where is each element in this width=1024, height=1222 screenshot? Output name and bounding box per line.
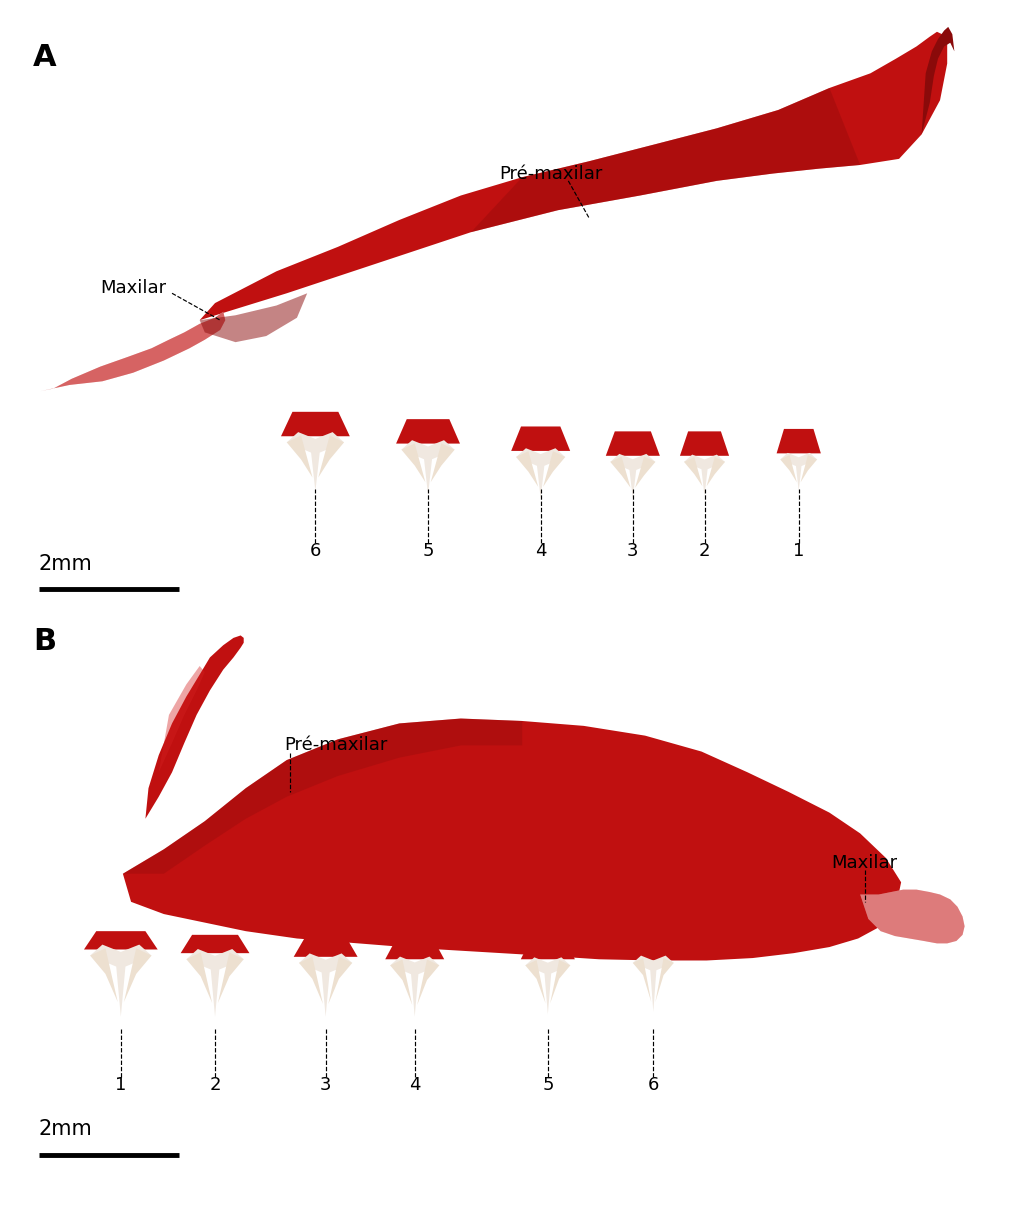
Polygon shape — [633, 956, 674, 1012]
Polygon shape — [707, 457, 725, 486]
Text: 3: 3 — [627, 543, 639, 560]
Polygon shape — [123, 719, 901, 960]
Text: 4: 4 — [535, 543, 547, 560]
Text: Pré-maxilar: Pré-maxilar — [500, 165, 603, 182]
Text: B: B — [33, 627, 56, 656]
Polygon shape — [200, 32, 947, 320]
Polygon shape — [629, 938, 678, 957]
Polygon shape — [511, 426, 570, 451]
Polygon shape — [860, 890, 965, 943]
Polygon shape — [124, 948, 152, 1002]
Polygon shape — [90, 948, 118, 1002]
Polygon shape — [431, 444, 455, 483]
Polygon shape — [655, 958, 674, 1002]
Polygon shape — [521, 941, 574, 959]
Text: 3: 3 — [319, 1077, 332, 1094]
Polygon shape — [922, 27, 954, 134]
Text: 2: 2 — [209, 1077, 221, 1094]
Polygon shape — [294, 938, 357, 957]
Polygon shape — [186, 952, 212, 1003]
Polygon shape — [41, 312, 225, 391]
Polygon shape — [516, 451, 539, 486]
Text: 5: 5 — [542, 1077, 554, 1094]
Text: 1: 1 — [793, 543, 805, 560]
Polygon shape — [318, 435, 344, 478]
Text: Maxilar: Maxilar — [100, 280, 167, 297]
Polygon shape — [635, 457, 655, 488]
Polygon shape — [801, 455, 817, 483]
Polygon shape — [860, 890, 965, 943]
Polygon shape — [299, 957, 323, 1004]
Polygon shape — [180, 935, 250, 953]
Polygon shape — [417, 959, 439, 1004]
Polygon shape — [396, 419, 460, 444]
Text: A: A — [33, 43, 56, 72]
Polygon shape — [606, 431, 659, 456]
Polygon shape — [84, 931, 158, 949]
Text: Maxilar: Maxilar — [831, 854, 898, 871]
Polygon shape — [550, 960, 570, 1003]
Polygon shape — [471, 88, 860, 232]
Text: 2mm: 2mm — [39, 1119, 92, 1139]
Polygon shape — [401, 440, 455, 495]
Polygon shape — [780, 453, 817, 491]
Polygon shape — [329, 957, 352, 1004]
Polygon shape — [543, 451, 565, 486]
Polygon shape — [610, 457, 631, 488]
Polygon shape — [281, 412, 350, 436]
Text: 6: 6 — [309, 543, 322, 560]
Polygon shape — [90, 945, 152, 1017]
Polygon shape — [780, 455, 797, 483]
Polygon shape — [684, 457, 702, 486]
Polygon shape — [200, 293, 307, 342]
Polygon shape — [287, 433, 344, 491]
Polygon shape — [776, 429, 821, 453]
Polygon shape — [610, 453, 655, 499]
Text: 2: 2 — [698, 543, 711, 560]
Polygon shape — [401, 444, 425, 483]
Polygon shape — [525, 957, 570, 1014]
Polygon shape — [145, 635, 244, 819]
Polygon shape — [186, 949, 244, 1017]
Text: 6: 6 — [647, 1077, 659, 1094]
Polygon shape — [684, 455, 725, 496]
Polygon shape — [123, 719, 522, 874]
Polygon shape — [299, 953, 352, 1017]
Polygon shape — [41, 312, 225, 391]
Text: Pré-maxilar: Pré-maxilar — [285, 737, 388, 754]
Text: 2mm: 2mm — [39, 555, 92, 574]
Polygon shape — [159, 666, 205, 772]
Polygon shape — [390, 959, 413, 1004]
Text: 1: 1 — [115, 1077, 127, 1094]
Polygon shape — [390, 957, 439, 1017]
Text: 5: 5 — [422, 543, 434, 560]
Polygon shape — [633, 958, 651, 1002]
Polygon shape — [680, 431, 729, 456]
Polygon shape — [516, 448, 565, 499]
Text: 4: 4 — [409, 1077, 421, 1094]
Polygon shape — [385, 941, 444, 959]
Polygon shape — [287, 435, 312, 478]
Polygon shape — [218, 952, 244, 1003]
Polygon shape — [525, 960, 546, 1003]
